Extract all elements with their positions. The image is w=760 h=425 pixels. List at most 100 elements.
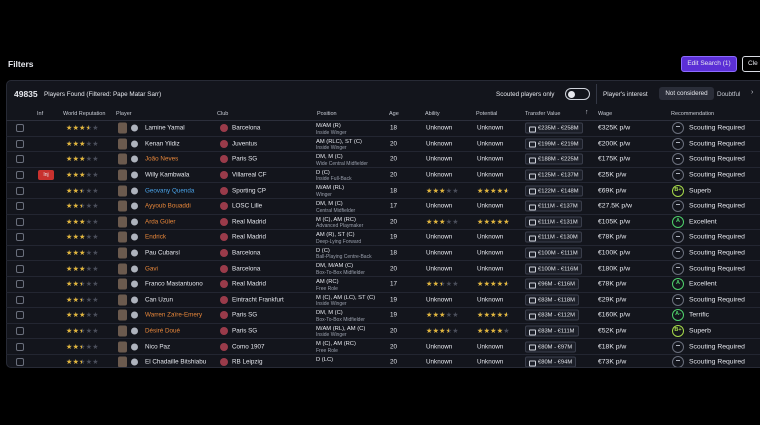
clear-button[interactable]: Cle (742, 56, 760, 72)
player-name[interactable]: Geovany Quenda (145, 187, 195, 195)
star-fill (66, 140, 86, 148)
potential: Unknown (477, 233, 504, 241)
position: DM, M (C) (316, 201, 343, 207)
potential: Unknown (477, 140, 504, 148)
player-name[interactable]: Warren Zaïre-Emery (145, 311, 203, 319)
age: 18 (390, 124, 398, 132)
recommendation: Scouting Required (689, 171, 745, 179)
club-name[interactable]: Como 1907 (232, 343, 265, 351)
star-rating (66, 140, 99, 148)
age: 20 (390, 327, 398, 335)
row-checkbox[interactable] (16, 124, 24, 133)
player-name[interactable]: João Neves (145, 155, 179, 163)
transfer-value: €235M - €258M (525, 122, 583, 134)
table-row: Gavi Barcelona DM, M/AM (C)Box-To-Box Midf… (6, 261, 760, 277)
nation-icon (131, 187, 138, 195)
row-checkbox[interactable] (16, 295, 24, 304)
row-checkbox[interactable] (16, 217, 24, 226)
grade-badge (672, 262, 684, 275)
role: Inside Winger (316, 129, 347, 136)
club-name[interactable]: Villarreal CF (232, 171, 267, 179)
player-name[interactable]: Arda Güler (145, 218, 176, 226)
nation-icon (131, 249, 138, 257)
player-name[interactable]: Franco Mastantuono (145, 280, 203, 288)
player-name[interactable]: Désiré Doué (145, 327, 180, 335)
transfer-value: €83M - €111M (525, 325, 579, 337)
column-header: Position (317, 111, 337, 117)
age: 20 (390, 218, 398, 226)
row-checkbox[interactable] (16, 264, 24, 273)
star-fill (426, 187, 446, 195)
page-title: Filters (8, 59, 34, 69)
club-name[interactable]: Real Madrid (232, 218, 266, 226)
star-fill (66, 218, 86, 226)
recommendation: Scouting Required (689, 358, 745, 366)
club-name[interactable]: Paris SG (232, 311, 258, 319)
club-name[interactable]: LOSC Lille (232, 202, 263, 210)
club-name[interactable]: Juventus (232, 140, 258, 148)
wage: €27.5K p/w (598, 202, 633, 210)
interest-option[interactable]: Not considered (659, 87, 714, 100)
position: D (C) (316, 247, 330, 254)
club-name[interactable]: Paris SG (232, 155, 258, 163)
player-name[interactable]: Nico Paz (145, 343, 171, 351)
column-header: Age (389, 111, 399, 117)
star-rating (477, 280, 510, 288)
position: M (C), AM (RC) (316, 216, 356, 223)
star-fill (66, 187, 82, 195)
scouted-toggle[interactable] (565, 88, 590, 100)
star-fill (66, 124, 89, 132)
club-name[interactable]: Real Madrid (232, 233, 266, 241)
player-name[interactable]: Gavi (145, 265, 158, 273)
star-fill (66, 311, 86, 319)
club-name[interactable]: Barcelona (232, 249, 261, 257)
role: Deep-Lying Forward (316, 238, 362, 245)
row-checkbox[interactable] (16, 280, 24, 289)
edit-search-button[interactable]: Edit Search (1) (681, 56, 737, 72)
player-name[interactable]: El Chadaille Bitshiabu (145, 358, 207, 366)
row-checkbox[interactable] (16, 139, 24, 148)
chevron-icon[interactable]: › (751, 89, 754, 96)
interest-option[interactable]: Doubtful (717, 91, 741, 98)
player-name[interactable]: Endrick (145, 233, 166, 241)
star-rating (66, 187, 99, 195)
player-name[interactable]: Pau Cubarsí (145, 249, 181, 257)
transfer-value: €188M - €225M (525, 153, 583, 165)
injury-badge: Inj (38, 170, 54, 181)
row-checkbox[interactable] (16, 327, 24, 336)
recommendation: Excellent (689, 280, 717, 288)
player-name[interactable]: Can Uzun (145, 296, 174, 304)
club-name[interactable]: Paris SG (232, 327, 258, 335)
row-checkbox[interactable] (16, 311, 24, 320)
row-checkbox[interactable] (16, 358, 24, 367)
row-checkbox[interactable] (16, 186, 24, 195)
row-checkbox[interactable] (16, 342, 24, 351)
row-checkbox[interactable] (16, 249, 24, 258)
player-name[interactable]: Lamine Yamal (145, 124, 185, 132)
club-name[interactable]: Eintracht Frankfurt (232, 296, 284, 304)
club-name[interactable]: Real Madrid (232, 280, 266, 288)
club-name[interactable]: Sporting CP (232, 187, 266, 195)
column-header: Transfer Value (525, 111, 561, 117)
club-name[interactable]: RB Leipzig (232, 358, 263, 366)
club-badge (220, 358, 228, 367)
nation-icon (131, 218, 138, 226)
star-fill (477, 327, 503, 335)
wage: €18K p/w (598, 343, 627, 351)
row-checkbox[interactable] (16, 171, 24, 180)
row-checkbox[interactable] (16, 233, 24, 242)
nation-icon (131, 202, 138, 210)
player-name[interactable]: Willy Kambwala (145, 171, 190, 179)
player-name[interactable]: Ayyoub Bouaddi (145, 202, 191, 210)
row-checkbox[interactable] (16, 202, 24, 211)
club-name[interactable]: Barcelona (232, 265, 261, 273)
club-badge (220, 124, 228, 133)
player-name[interactable]: Kenan Yildiz (145, 140, 180, 148)
recommendation: Scouting Required (689, 202, 745, 210)
star-rating (426, 311, 459, 319)
row-checkbox[interactable] (16, 155, 24, 164)
grade-badge: B+ (672, 184, 684, 197)
club-name[interactable]: Barcelona (232, 124, 261, 132)
age: 17 (390, 202, 398, 210)
